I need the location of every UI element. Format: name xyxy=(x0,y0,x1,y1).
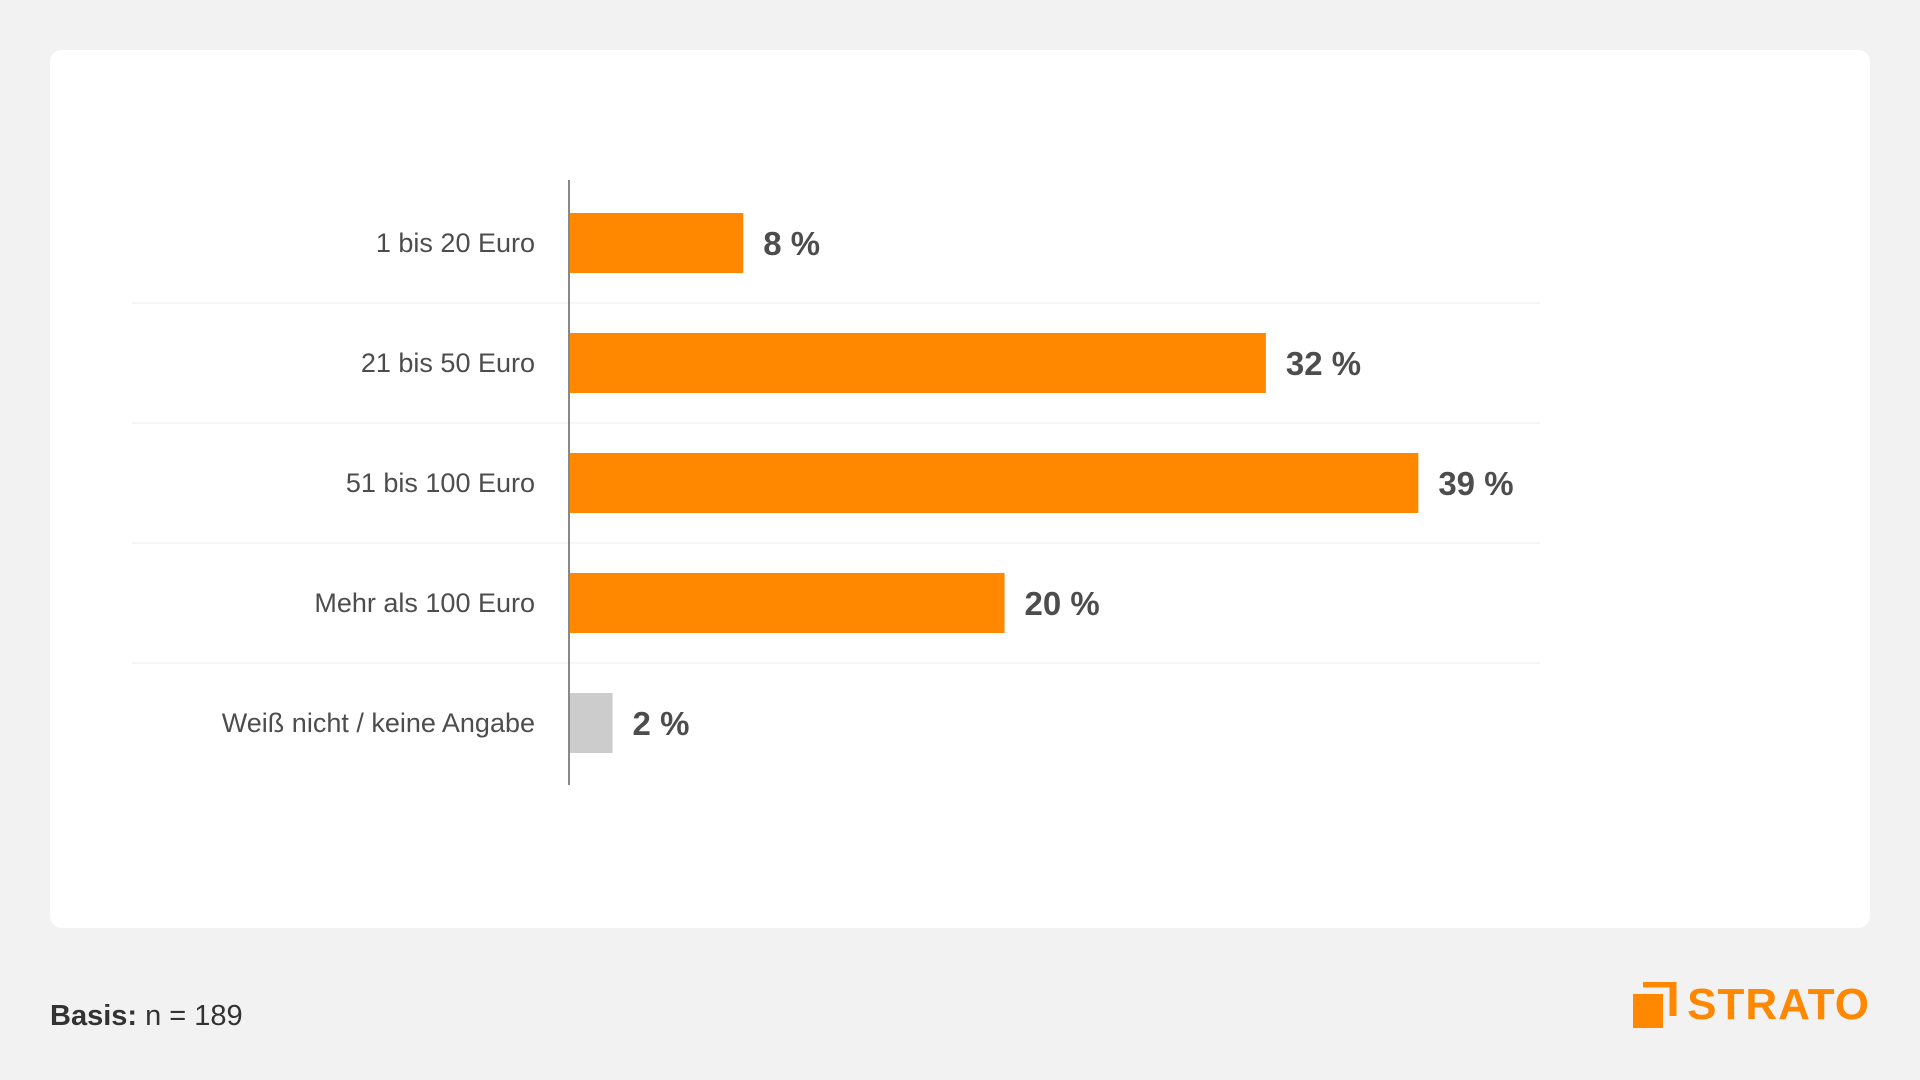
bar xyxy=(569,453,1419,513)
bar-chart: 1 bis 20 Euro 8 % 21 bis 50 Euro 32 % 51 bis… xyxy=(132,180,1540,785)
bar xyxy=(569,693,613,753)
category-label: 51 bis 100 Euro xyxy=(346,468,535,498)
bar xyxy=(569,213,744,273)
basis-value: n = 189 xyxy=(137,1000,243,1032)
value-label: 2 % xyxy=(633,705,690,742)
basis-note: Basis: n = 189 xyxy=(50,1000,243,1033)
strato-logo-icon xyxy=(1633,982,1677,1028)
value-label: 20 % xyxy=(1025,585,1100,622)
value-label: 32 % xyxy=(1286,345,1361,382)
basis-label: Basis: xyxy=(50,1000,138,1032)
bar xyxy=(569,333,1266,393)
category-label: Weiß nicht / keine Angabe xyxy=(222,708,535,738)
bar xyxy=(569,573,1005,633)
category-label: Mehr als 100 Euro xyxy=(314,588,535,618)
logo-text: STRATO xyxy=(1687,980,1870,1029)
category-label: 21 bis 50 Euro xyxy=(361,348,535,378)
value-label: 8 % xyxy=(763,225,820,262)
value-label: 39 % xyxy=(1438,465,1513,502)
category-label: 1 bis 20 Euro xyxy=(376,228,535,258)
chart-card: 1 bis 20 Euro 8 % 21 bis 50 Euro 32 % 51 bis… xyxy=(50,50,1870,928)
strato-logo: STRATO xyxy=(1633,982,1870,1028)
